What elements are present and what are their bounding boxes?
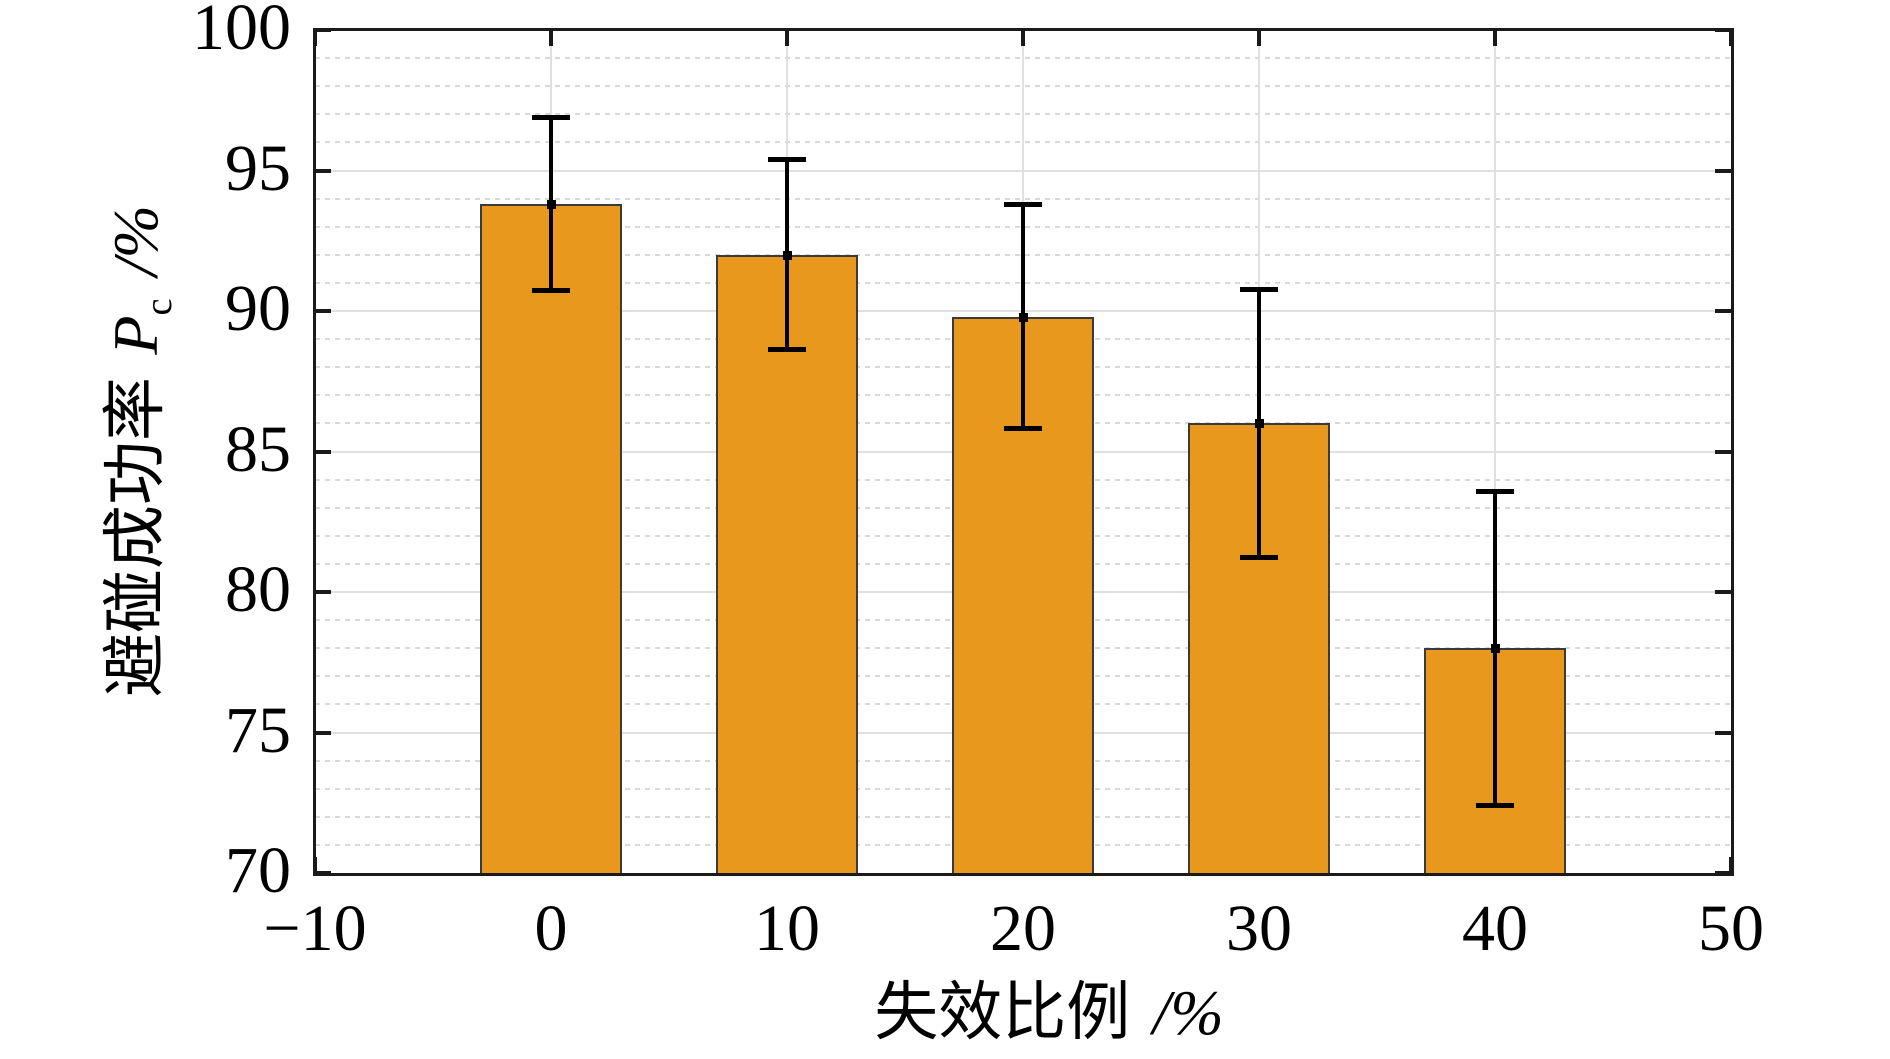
error-bar-cap-bottom [1004, 426, 1042, 432]
bar [480, 204, 622, 873]
x-tick-mark [1493, 30, 1497, 46]
y-axis-label: 避碰成功率 Pc /% [100, 71, 180, 831]
error-bar-marker [547, 200, 556, 210]
error-bar-marker [1019, 312, 1028, 322]
y-tick-mark [1715, 168, 1731, 173]
error-bar-cap-top [768, 157, 806, 163]
y-axis-label-symbol: Pc [100, 298, 180, 355]
y-tick-label: 100 [192, 0, 291, 64]
x-major-gridline [1494, 30, 1496, 873]
x-tick-label: 10 [754, 892, 820, 965]
y-tick-label: 70 [225, 834, 291, 907]
error-bar-marker [783, 250, 792, 260]
error-bar-cap-bottom [768, 347, 806, 353]
y-axis-label-unit: /% [100, 205, 171, 277]
y-tick-mark [315, 449, 331, 454]
y-tick-mark [315, 309, 331, 313]
x-tick-label: 40 [1462, 892, 1528, 965]
y-tick-mark [1715, 730, 1731, 735]
x-axis-label-text: 失效比例 [874, 977, 1131, 1048]
x-tick-label: 20 [990, 892, 1056, 965]
y-tick-label: 95 [225, 131, 291, 205]
y-tick-mark [315, 28, 331, 32]
x-tick-mark [1021, 30, 1025, 46]
y-tick-label: 75 [225, 693, 291, 767]
error-bar-marker [1491, 644, 1500, 654]
x-axis-label: 失效比例 /% [649, 978, 1449, 1048]
x-tick-mark [1729, 857, 1733, 873]
y-axis-label-text: 避碰成功率 [100, 377, 171, 698]
x-tick-mark [313, 857, 317, 873]
x-tick-mark [313, 30, 317, 46]
y-tick-mark [315, 168, 331, 173]
error-bar-cap-top [532, 115, 570, 121]
x-axis-label-unit: /% [1152, 977, 1224, 1048]
error-bar-cap-top [1004, 202, 1042, 208]
x-tick-label: 50 [1698, 892, 1764, 965]
x-tick-mark [1729, 30, 1733, 46]
y-tick-label: 85 [225, 412, 291, 486]
y-tick-label: 80 [225, 553, 291, 626]
y-tick-mark [315, 730, 331, 735]
y-tick-mark [1715, 449, 1731, 454]
x-tick-label: 0 [534, 892, 568, 965]
x-tick-label: −10 [263, 892, 367, 965]
error-bar-cap-top [1476, 488, 1514, 494]
y-tick-mark [1715, 309, 1731, 313]
x-tick-label: 30 [1226, 892, 1292, 965]
y-tick-label: 90 [225, 272, 291, 345]
bar [716, 254, 858, 873]
plot-area [313, 28, 1733, 875]
x-tick-mark [1257, 30, 1261, 46]
y-tick-mark [315, 590, 331, 594]
x-tick-mark [549, 30, 553, 46]
error-bar-marker [1255, 419, 1264, 429]
y-tick-mark [315, 871, 331, 875]
x-tick-mark [785, 30, 789, 46]
y-tick-mark [1715, 590, 1731, 594]
error-bar-cap-bottom [532, 288, 570, 294]
error-bar-cap-bottom [1240, 555, 1278, 561]
error-bar-cap-top [1240, 286, 1278, 292]
error-bar-cap-bottom [1476, 802, 1514, 808]
